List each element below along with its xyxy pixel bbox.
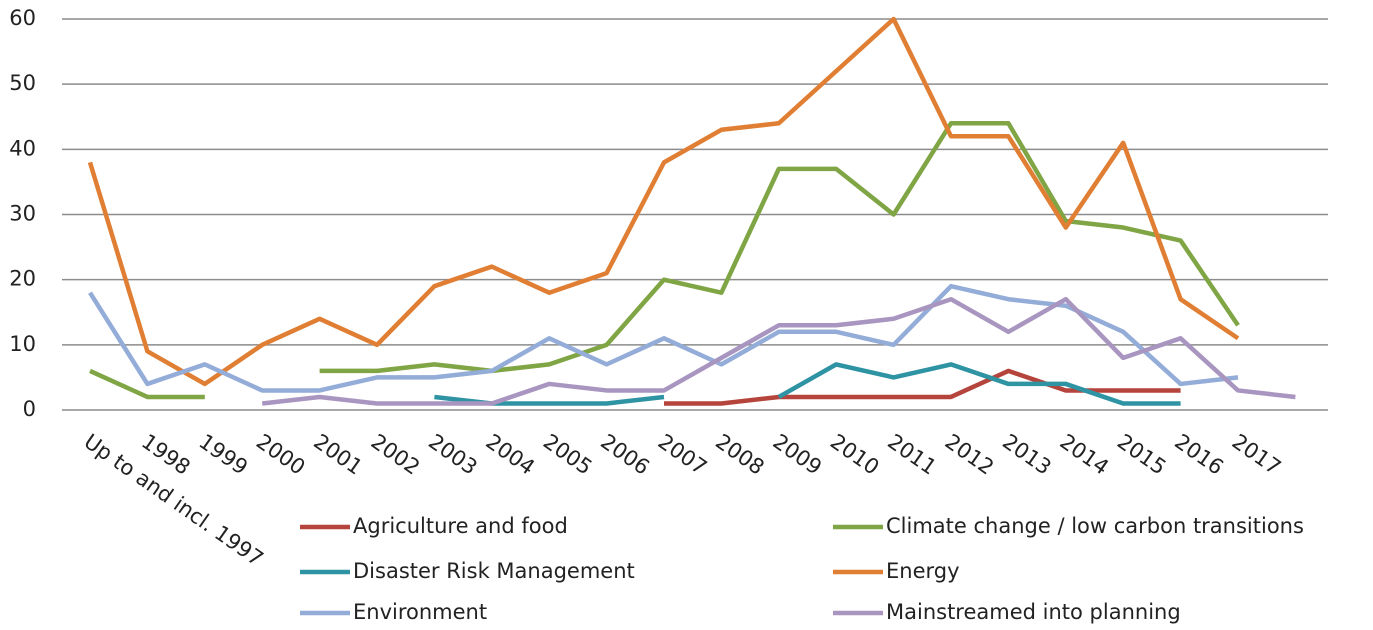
x-tick-label: 2015 <box>1113 429 1171 479</box>
y-tick-label: 20 <box>9 267 36 291</box>
legend-label: Climate change / low carbon transitions <box>886 514 1304 538</box>
legend-label: Agriculture and food <box>353 514 568 538</box>
x-tick-label: 2008 <box>711 429 769 479</box>
legend-label: Disaster Risk Management <box>353 559 635 583</box>
series-line <box>88 283 1239 393</box>
y-tick-label: 0 <box>23 397 36 421</box>
x-tick-label: 2003 <box>424 429 482 479</box>
x-tick-label: 2002 <box>367 429 425 479</box>
x-tick-label: 2000 <box>252 429 310 479</box>
x-tick-label: 2013 <box>998 429 1056 479</box>
x-tick-label: 2011 <box>883 429 941 479</box>
x-tick-label: 2010 <box>826 429 884 479</box>
series-line <box>87 16 1240 387</box>
x-tick-label: 2016 <box>1170 429 1228 479</box>
y-tick-label: 30 <box>9 202 36 226</box>
x-tick-label: 2017 <box>1228 429 1286 479</box>
x-tick-label: 2001 <box>309 429 367 479</box>
y-tick-label: 10 <box>9 332 36 356</box>
series-line <box>664 368 1181 406</box>
x-tick-label: 2007 <box>654 429 712 479</box>
series-line <box>261 296 1296 406</box>
series-line <box>89 121 1240 400</box>
y-tick-label: 40 <box>9 136 36 160</box>
x-tick-label: 2004 <box>481 429 539 479</box>
legend-label: Energy <box>886 559 960 583</box>
x-tick-label: 2009 <box>768 429 826 479</box>
x-tick-label: 2012 <box>941 429 999 479</box>
legend-label: Environment <box>353 600 487 624</box>
x-tick-label: 1999 <box>194 429 252 479</box>
y-tick-label: 60 <box>9 6 36 30</box>
x-tick-label: 2006 <box>596 429 654 479</box>
x-tick-label: 2005 <box>539 429 597 479</box>
x-tick-label: 2014 <box>1055 429 1113 479</box>
legend-label: Mainstreamed into planning <box>886 600 1181 624</box>
y-tick-label: 50 <box>9 71 36 95</box>
